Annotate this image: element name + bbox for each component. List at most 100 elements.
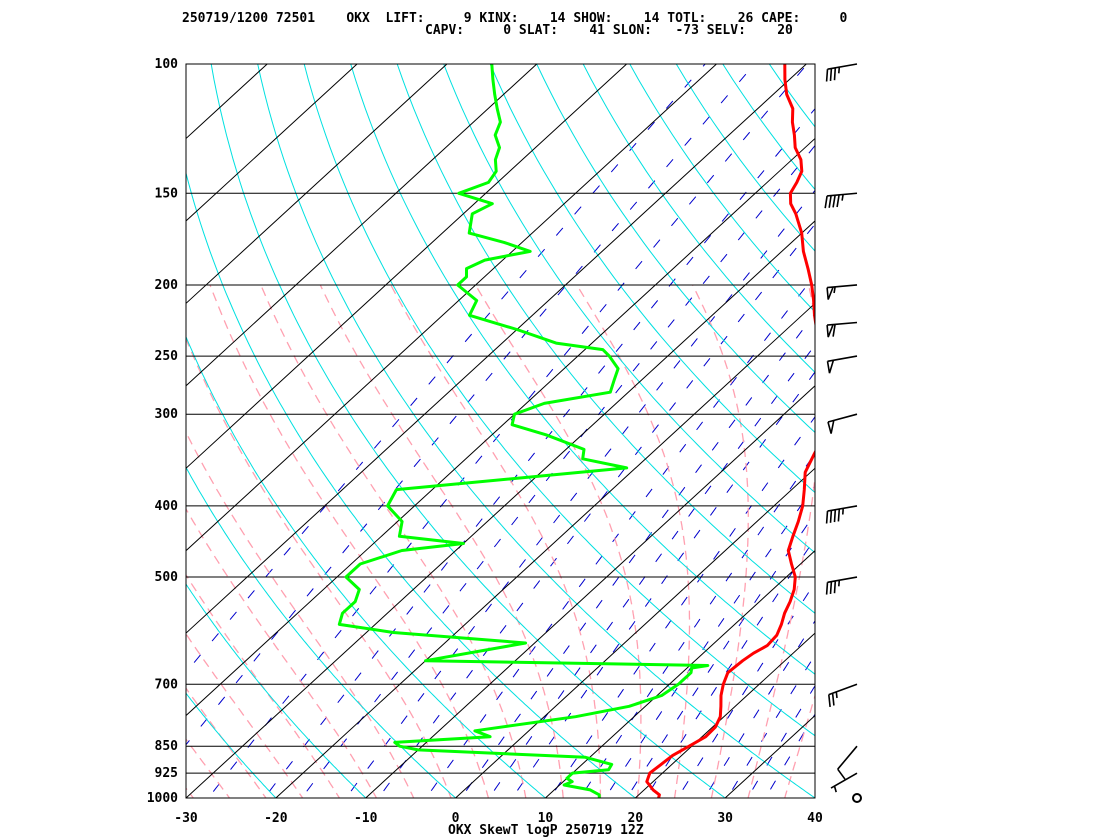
isotherm <box>634 632 815 798</box>
dry-adiabat <box>210 64 726 798</box>
wind-barb <box>824 192 858 209</box>
pressure-tick-label: 700 <box>155 677 179 692</box>
mixing-ratio-line <box>186 64 706 674</box>
dry-adiabat <box>536 64 815 434</box>
moist-adiabat <box>390 284 602 798</box>
isotherm <box>186 64 358 222</box>
pressure-tick-label: 250 <box>155 349 179 364</box>
header-line-2: CAPV: 0 SLAT: 41 SLON: -73 SELV: 20 <box>425 23 793 38</box>
isotherm <box>814 797 815 798</box>
dry-adiabat <box>582 64 815 374</box>
isotherm <box>0 30 124 813</box>
mixing-ratio-line <box>764 713 815 798</box>
pressure-tick-label: 500 <box>155 570 179 585</box>
pressure-tick-label: 925 <box>155 766 178 781</box>
dry-adiabat <box>722 64 815 191</box>
wind-barb <box>825 63 858 82</box>
isotherm <box>888 30 1120 813</box>
moist-adiabat <box>474 284 642 798</box>
dewpoint-profile <box>337 64 710 798</box>
isotherm <box>186 64 808 634</box>
dry-adiabat <box>942 48 1120 814</box>
moist-adiabat <box>186 430 415 798</box>
moist-adiabat <box>186 738 231 798</box>
isotherm <box>364 385 815 798</box>
moist-adiabat <box>747 284 815 798</box>
chart-title: OKX SkewT logP 250719 12Z <box>448 823 644 838</box>
moist-adiabat <box>784 693 815 798</box>
isotherm <box>186 64 448 305</box>
mixing-ratio-line <box>263 107 815 798</box>
moist-adiabat <box>0 285 169 814</box>
isotherm <box>454 467 815 798</box>
dry-adiabat <box>443 64 815 554</box>
temperature-tick-labels: -30 -20 -10 0 10 20 30 40 <box>174 811 823 826</box>
plot-area <box>0 30 1120 814</box>
wind-barb <box>826 355 858 374</box>
wind-barb <box>825 505 858 524</box>
dry-adiabat <box>804 48 1120 814</box>
temperature-tick-label: -20 <box>264 811 288 826</box>
dry-adiabat <box>186 171 637 798</box>
moist-adiabat <box>692 284 749 798</box>
wind-barb-calm <box>852 793 862 803</box>
mixing-ratio-line <box>345 189 815 798</box>
isotherm <box>186 64 268 140</box>
mixing-ratio-line <box>488 344 815 798</box>
mixing-ratio-line <box>377 223 815 798</box>
isotherm <box>544 550 815 798</box>
isobars <box>186 64 815 798</box>
wind-barb <box>826 284 858 300</box>
mixing-ratio-line <box>726 654 815 798</box>
wind-barb <box>826 321 858 338</box>
wind-barb <box>825 576 858 595</box>
pressure-tick-labels: 100 150 200 250 300 400 500 700 850 925 1000 <box>147 57 178 806</box>
plot-frame <box>185 63 816 799</box>
temperature-tick-label: 30 <box>717 811 733 826</box>
dry-adiabats <box>186 48 1120 814</box>
wind-barb <box>830 772 858 793</box>
dry-adiabat <box>186 692 277 798</box>
dry-adiabat <box>186 335 547 798</box>
isotherm <box>275 302 815 798</box>
wind-barb <box>827 413 858 434</box>
temperature-profile <box>645 64 815 798</box>
mixing-ratio-line <box>207 64 808 798</box>
moist-adiabat <box>576 284 691 798</box>
mixing-ratio-line <box>549 415 815 798</box>
temperature-tick-label: 0 <box>452 811 460 826</box>
moist-adiabat <box>186 632 304 798</box>
wind-barb <box>837 745 858 780</box>
dry-adiabat <box>675 64 815 252</box>
mixing-ratio-line <box>301 144 815 798</box>
pressure-tick-label: 100 <box>155 57 179 72</box>
dry-adiabat <box>988 48 1120 814</box>
pressure-tick-label: 300 <box>155 407 179 422</box>
mixing-ratio-line <box>746 684 815 798</box>
moist-adiabat <box>186 507 378 798</box>
mixing-ratio-line <box>511 371 815 798</box>
isotherm <box>186 64 718 552</box>
isotherm <box>0 30 34 813</box>
pressure-tick-label: 150 <box>155 186 179 201</box>
temperature-tick-label: 20 <box>627 811 643 826</box>
mixing-ratio-line <box>425 274 815 798</box>
dry-adiabat <box>629 64 815 313</box>
isotherms <box>0 30 1120 813</box>
dry-adiabat <box>350 64 815 675</box>
mixing-ratio-line <box>677 581 815 798</box>
pressure-tick-label: 400 <box>155 499 179 514</box>
isotherm <box>186 64 538 387</box>
moist-adiabats <box>0 284 815 814</box>
isotherm <box>724 714 815 798</box>
header-line-1: 250719/1200 72501 OKX LIFT: 9 KINX: 14 S… <box>182 11 847 26</box>
pressure-tick-label: 850 <box>155 739 179 754</box>
mixing-ratio-line <box>186 64 755 746</box>
dry-adiabat <box>257 64 815 798</box>
dry-adiabat <box>850 48 1120 814</box>
dry-adiabat <box>303 64 815 737</box>
temperature-tick-label: -30 <box>174 811 198 826</box>
pressure-tick-label: 1000 <box>147 791 178 806</box>
dry-adiabat <box>396 64 815 614</box>
